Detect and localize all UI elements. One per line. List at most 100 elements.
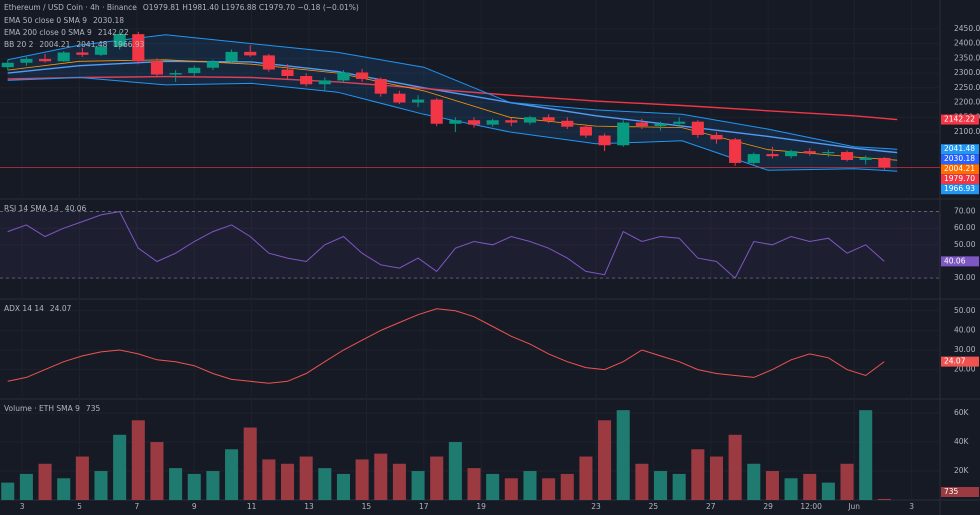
legend-indicator-value: 2041.48 <box>76 40 107 49</box>
candle-body <box>486 120 499 125</box>
volume-bar <box>206 471 220 500</box>
y-tick-label: 2350.00 <box>954 53 980 62</box>
y-tick-label: 2100.00 <box>954 127 980 136</box>
volume-bar <box>113 434 127 500</box>
candle-body <box>505 120 518 123</box>
volume-bar <box>709 456 724 500</box>
volume-bar <box>728 434 742 500</box>
volume-bar <box>150 442 164 500</box>
candle-body <box>318 80 331 85</box>
legend-indicator-name: EMA 200 close 0 SMA 9 <box>4 28 92 37</box>
volume-bar <box>523 471 537 500</box>
volume-bar <box>691 449 705 500</box>
candle-body <box>150 61 164 75</box>
volume-bar <box>448 442 462 500</box>
volume-bar <box>653 471 668 500</box>
legend-title: Ethereum / USD Coin · 4h · Binance <box>4 3 137 12</box>
price-tag <box>941 164 979 175</box>
candle-body <box>561 120 574 127</box>
y-tick-label: 20K <box>954 466 970 475</box>
indicator-line <box>7 59 898 161</box>
pane-legend-name: RSI 14 SMA 14 <box>4 204 59 213</box>
candle-body <box>673 121 686 124</box>
volume-bar <box>57 478 71 500</box>
volume-bar <box>336 473 350 500</box>
volume-bar <box>19 473 33 500</box>
x-tick-label: 11 <box>247 502 257 511</box>
volume-bar <box>169 468 183 500</box>
volume-bar <box>1 482 15 500</box>
y-tick-label: 60.00 <box>954 223 976 232</box>
y-tick-label: 40K <box>954 437 970 446</box>
volume-bar <box>840 463 854 500</box>
candle-body <box>113 34 126 47</box>
x-tick-label: 9 <box>192 502 197 511</box>
candle-body <box>859 157 872 160</box>
volume-bar <box>131 420 145 500</box>
volume-bar <box>187 473 201 500</box>
volume-bar <box>598 420 612 500</box>
bollinger-lower <box>7 76 898 172</box>
y-tick-label: 2250.00 <box>954 83 980 92</box>
candle-body <box>598 135 611 146</box>
price-tag-label: 1966.93 <box>944 184 975 193</box>
volume-bar <box>747 463 761 500</box>
volume-bar <box>672 473 686 500</box>
volume-bar <box>859 410 873 500</box>
value-tag-label: 40.06 <box>944 256 966 265</box>
legend-indicator-value: 1966.93 <box>113 40 144 49</box>
volume-bar <box>821 482 835 500</box>
x-tick-label: 5 <box>77 502 82 511</box>
y-tick-label: 50.00 <box>954 306 976 315</box>
volume-bar <box>560 473 574 500</box>
value-tag <box>941 256 979 267</box>
candle-body <box>747 154 760 163</box>
volume-bar <box>467 468 481 500</box>
price-tag-label: 2030.18 <box>944 154 975 163</box>
candle-body <box>300 76 313 85</box>
candle-body <box>262 55 275 70</box>
volume-bar <box>430 456 444 500</box>
price-tag <box>941 114 979 125</box>
bollinger-upper <box>7 34 898 150</box>
indicator-line <box>7 308 885 384</box>
pane-legend-value: 24.07 <box>50 304 72 313</box>
y-tick-label: 20.00 <box>954 365 976 374</box>
indicator-line <box>7 75 898 121</box>
candle-body <box>822 152 835 154</box>
legend-indicator-value: 2004.21 <box>39 40 70 49</box>
pane-legend-name: Volume · ETH SMA 9 <box>4 404 80 413</box>
candle-body <box>654 123 667 127</box>
candle-body <box>206 61 219 68</box>
bollinger-fill <box>7 34 898 172</box>
y-tick-label: 50.00 <box>954 240 976 249</box>
candle-body <box>393 93 406 103</box>
value-tag <box>941 356 979 367</box>
price-tag <box>941 174 979 185</box>
volume-bar <box>486 473 500 500</box>
candle-body <box>188 67 201 74</box>
candle-body <box>20 58 33 63</box>
x-tick-label: 25 <box>649 502 659 511</box>
x-tick-label: Jun <box>847 502 860 511</box>
candle-body <box>225 51 238 62</box>
candle-body <box>840 152 854 160</box>
value-tag-label: 24.07 <box>944 357 966 366</box>
candle-body <box>1 62 14 68</box>
legend-indicator-name: BB 20 2 <box>4 40 34 49</box>
x-tick-label: 29 <box>763 502 773 511</box>
candle-body <box>766 154 779 157</box>
x-tick-label: 13 <box>304 502 314 511</box>
candle-body <box>94 46 108 55</box>
candle-body <box>803 151 816 154</box>
volume-bar <box>803 473 817 500</box>
value-tag-label: 735 <box>944 487 959 496</box>
candle-body <box>878 157 891 168</box>
candle-body <box>57 52 70 62</box>
candle-body <box>523 117 537 123</box>
candle-body <box>374 78 387 94</box>
candle-body <box>132 34 145 62</box>
y-tick-label: 70.00 <box>954 207 976 216</box>
legend-indicator-value: 2030.18 <box>93 16 124 25</box>
